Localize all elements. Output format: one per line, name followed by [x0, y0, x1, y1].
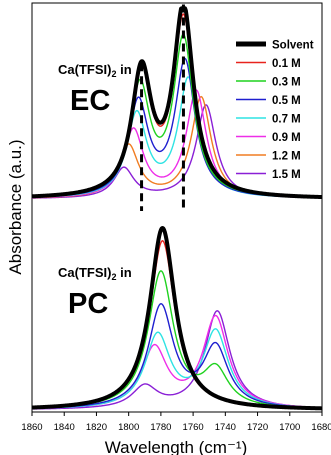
legend-label-1: Solvent: [272, 40, 314, 52]
legend-label-2: 0.1 M: [272, 58, 301, 70]
x-tick-label-1860: 1860: [21, 422, 42, 433]
legend-label-4: 0.5 M: [272, 95, 301, 107]
legend: Solvent 0.1 M 0.3 M 0.5 M 0.7 M 0.9 M 1.2 M 1.5…: [236, 40, 314, 181]
pc-series-solvent: [30, 226, 324, 411]
ec-panel-series: [30, 6, 324, 200]
pc-series-0-9-m: [31, 314, 323, 410]
plot-frame: [31, 2, 323, 413]
pc-panel-salt-label: Ca(TFSI)2 in: [58, 265, 132, 282]
x-tick-label-1840: 1840: [54, 422, 75, 433]
pc-panel-series: [30, 226, 324, 411]
ec-panel-salt-label: Ca(TFSI)2 in: [58, 62, 132, 79]
x-tick-label-1680: 1680: [311, 422, 331, 433]
x-tick-label-1820: 1820: [86, 422, 107, 433]
x-tick-label-1800: 1800: [118, 422, 139, 433]
legend-label-7: 1.2 M: [272, 151, 301, 163]
x-tick-label-1740: 1740: [215, 422, 236, 433]
ec-peak-markers: [140, 4, 185, 211]
x-axis-ticks: 1860 1840 1820 1800 1780 1760 1740 1720 1700 1680: [21, 412, 331, 433]
x-tick-label-1720: 1720: [247, 422, 268, 433]
x-tick-label-1700: 1700: [279, 422, 300, 433]
legend-label-8: 1.5 M: [272, 169, 301, 181]
pc-panel-solvent-label: PC: [68, 288, 108, 320]
x-tick-label-1760: 1760: [183, 422, 204, 433]
x-axis-label: Wavelength (cm⁻¹): [105, 438, 247, 455]
x-tick-label-1780: 1780: [150, 422, 171, 433]
ec-panel-solvent-label: EC: [70, 85, 110, 117]
y-axis-label: Absorbance (a.u.): [6, 139, 25, 274]
legend-label-5: 0.7 M: [272, 114, 301, 126]
ec-series-solvent: [30, 6, 324, 200]
legend-label-6: 0.9 M: [272, 132, 301, 144]
legend-label-3: 0.3 M: [272, 77, 301, 89]
